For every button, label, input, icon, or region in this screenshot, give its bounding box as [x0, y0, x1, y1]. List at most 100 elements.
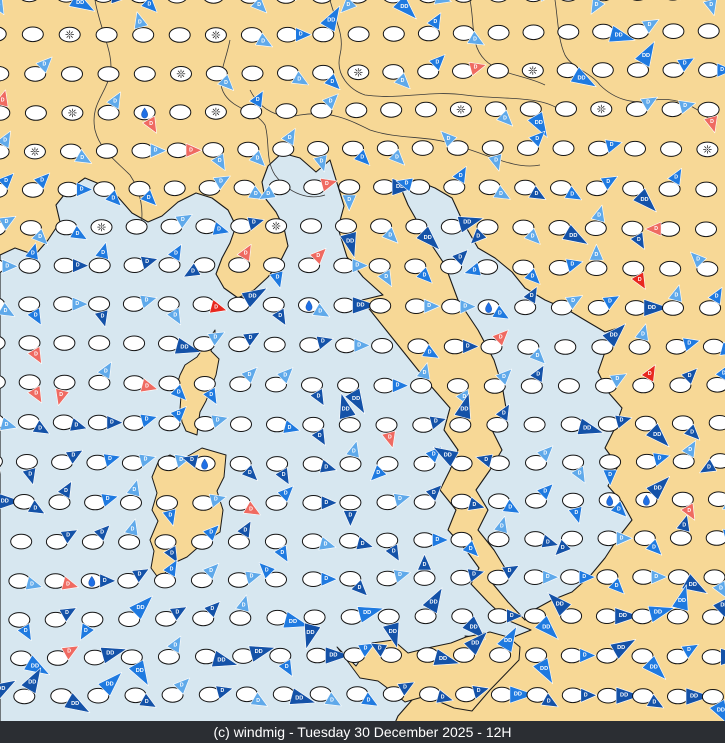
svg-text:D: D: [710, 119, 714, 125]
svg-text:D: D: [683, 103, 687, 109]
svg-text:D: D: [80, 155, 84, 161]
svg-text:D: D: [216, 417, 220, 423]
svg-text:D: D: [144, 457, 148, 463]
svg-text:DD: DD: [556, 602, 564, 608]
svg-text:D: D: [423, 370, 427, 376]
svg-text:DD: DD: [1, 498, 9, 504]
svg-text:D: D: [535, 191, 539, 197]
svg-text:D: D: [76, 231, 80, 237]
svg-text:D: D: [249, 507, 253, 513]
svg-text:D: D: [103, 578, 107, 584]
svg-text:D: D: [145, 699, 149, 705]
svg-text:D: D: [218, 158, 222, 164]
svg-text:D: D: [324, 464, 328, 470]
svg-text:D: D: [508, 505, 512, 511]
svg-text:D: D: [145, 298, 149, 304]
svg-text:DD: DD: [460, 406, 468, 412]
svg-text:DD: DD: [356, 302, 364, 308]
svg-text:D: D: [463, 304, 467, 310]
svg-text:D: D: [654, 226, 658, 232]
svg-text:D: D: [687, 340, 691, 346]
svg-text:D: D: [459, 173, 463, 179]
svg-text:D: D: [5, 422, 9, 428]
svg-text:D: D: [674, 292, 678, 298]
svg-text:D: D: [34, 351, 38, 357]
svg-text:D: D: [543, 489, 547, 495]
svg-text:D: D: [378, 646, 382, 652]
svg-text:D: D: [436, 537, 440, 543]
svg-text:D: D: [329, 99, 333, 105]
svg-text:D: D: [318, 433, 322, 439]
svg-text:DD: DD: [295, 695, 303, 701]
svg-text:D: D: [396, 383, 400, 389]
svg-text:D: D: [674, 175, 678, 181]
svg-text:D: D: [531, 274, 535, 280]
svg-text:D: D: [40, 178, 44, 184]
svg-text:D: D: [582, 574, 586, 580]
svg-text:D: D: [174, 251, 178, 257]
svg-text:D: D: [441, 695, 445, 701]
svg-text:DD: DD: [400, 4, 408, 10]
svg-text:D: D: [360, 155, 364, 161]
svg-text:D: D: [648, 22, 652, 28]
svg-text:D: D: [33, 505, 37, 511]
svg-text:DD: DD: [31, 663, 39, 669]
svg-text:DD: DD: [424, 235, 432, 241]
svg-text:D: D: [67, 649, 71, 655]
svg-text:D: D: [320, 158, 324, 164]
svg-text:D: D: [508, 568, 512, 574]
svg-text:DD: DD: [346, 239, 354, 245]
svg-text:DD: DD: [617, 645, 625, 651]
svg-text:DD: DD: [444, 453, 452, 459]
svg-text:D: D: [398, 496, 402, 502]
svg-text:D: D: [108, 456, 112, 462]
svg-text:D: D: [608, 472, 612, 478]
svg-text:D: D: [499, 335, 503, 341]
svg-text:D: D: [477, 688, 481, 694]
svg-text:D: D: [652, 700, 656, 706]
svg-text:D: D: [181, 217, 185, 223]
svg-text:D: D: [637, 237, 641, 243]
svg-text:D: D: [498, 311, 502, 317]
svg-text:D: D: [3, 138, 7, 144]
svg-text:D: D: [367, 698, 371, 704]
svg-text:D: D: [324, 542, 328, 548]
svg-text:DD: DD: [648, 305, 656, 311]
svg-text:D: D: [510, 613, 514, 619]
svg-text:DD: DD: [352, 396, 360, 402]
svg-text:D: D: [584, 692, 588, 698]
svg-text:D: D: [180, 683, 184, 689]
svg-text:DD: DD: [136, 668, 144, 674]
svg-text:D: D: [285, 664, 289, 670]
svg-text:D: D: [5, 263, 9, 269]
svg-text:D: D: [100, 530, 104, 536]
svg-text:D: D: [547, 698, 551, 704]
svg-text:D: D: [361, 541, 365, 547]
svg-text:D: D: [352, 448, 356, 454]
svg-text:D: D: [434, 419, 438, 425]
svg-text:D: D: [173, 312, 177, 318]
svg-text:D: D: [288, 425, 292, 431]
svg-text:D: D: [318, 309, 322, 315]
svg-text:D: D: [138, 19, 142, 25]
svg-text:D: D: [256, 698, 260, 704]
svg-text:D: D: [638, 277, 642, 283]
svg-text:DD: DD: [619, 613, 627, 619]
svg-text:D: D: [76, 263, 80, 269]
svg-text:D: D: [34, 390, 38, 396]
svg-text:D: D: [254, 191, 258, 197]
svg-text:D: D: [297, 77, 301, 83]
svg-text:D: D: [484, 457, 488, 463]
svg-text:D: D: [189, 147, 193, 153]
svg-text:D: D: [571, 298, 575, 304]
svg-text:D: D: [355, 263, 359, 269]
svg-text:D: D: [608, 298, 612, 304]
svg-text:D: D: [1, 97, 5, 103]
svg-text:D: D: [261, 38, 265, 44]
svg-text:DD: DD: [615, 33, 623, 39]
svg-text:D: D: [364, 646, 368, 652]
svg-text:D: D: [66, 581, 70, 587]
svg-text:D: D: [395, 154, 399, 160]
svg-text:D: D: [5, 219, 9, 225]
svg-text:D: D: [65, 610, 69, 616]
